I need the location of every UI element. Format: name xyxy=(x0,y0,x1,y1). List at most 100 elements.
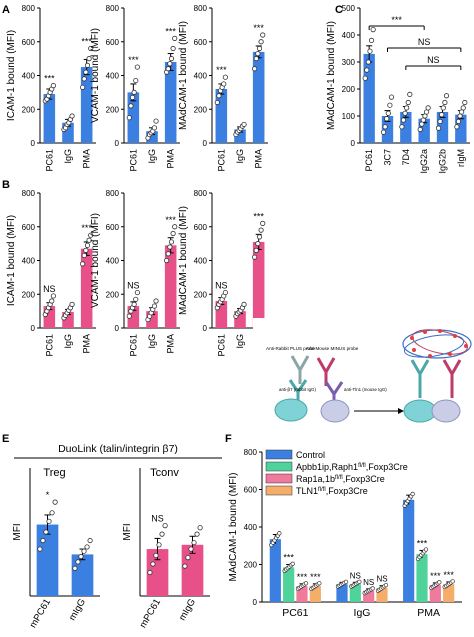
x-tick-label: PC61 xyxy=(128,334,138,357)
x-tick-label: IgG xyxy=(147,334,157,349)
x-tick-label: PMA xyxy=(254,149,264,169)
data-point xyxy=(385,110,391,116)
data-point xyxy=(83,247,89,253)
legend-entry: Rap1a,1bfl/fl,Foxp3Cre xyxy=(296,474,385,484)
data-point xyxy=(185,554,191,561)
y-axis-label: ICAM-1 bound (MFI) xyxy=(6,30,17,121)
bar xyxy=(400,111,412,143)
bracket-label: *** xyxy=(391,15,402,25)
data-point xyxy=(156,542,162,548)
panel-letter-b: B xyxy=(2,179,10,191)
y-tick-label: 400 xyxy=(22,72,36,81)
y-tick-label: 300 xyxy=(342,58,356,67)
data-point xyxy=(454,124,460,130)
y-axis-label: ICAM-1 bound (MFI) xyxy=(6,215,17,306)
data-point xyxy=(439,112,445,118)
data-point xyxy=(84,544,90,550)
data-point xyxy=(194,531,200,537)
data-point xyxy=(423,547,429,552)
data-point xyxy=(222,289,228,296)
data-point xyxy=(75,559,81,565)
data-point xyxy=(151,303,158,309)
bar xyxy=(455,114,467,143)
data-point xyxy=(162,522,168,529)
data-point xyxy=(69,301,75,307)
y-tick-label: 0 xyxy=(31,324,36,333)
bar xyxy=(309,586,321,602)
bar xyxy=(336,584,348,602)
significance-label: NS xyxy=(215,281,228,291)
data-point xyxy=(43,529,49,535)
y-tick-label: 400 xyxy=(342,31,356,40)
y-tick-label: 400 xyxy=(106,257,120,266)
panel-letter-c: C xyxy=(335,4,343,16)
data-point xyxy=(69,113,75,119)
bar xyxy=(296,586,308,602)
data-point xyxy=(256,45,263,52)
data-point xyxy=(435,125,442,131)
data-point xyxy=(172,224,178,230)
significance-label: NS xyxy=(363,578,374,587)
data-point xyxy=(455,118,462,125)
bar xyxy=(127,92,140,143)
y-tick-label: 200 xyxy=(22,105,36,114)
bar xyxy=(62,122,74,143)
data-point xyxy=(214,99,220,106)
y-tick-label: 0 xyxy=(253,598,258,607)
chart-title: Tconv xyxy=(150,467,179,479)
x-tick-label: mPC61 xyxy=(28,597,53,630)
x-tick-label: PC61 xyxy=(216,149,226,172)
data-point xyxy=(425,105,431,111)
y-tick-label: 200 xyxy=(22,290,36,299)
data-point xyxy=(131,89,137,95)
antibody-tln-label: anti-Tln1 (mouse IgG) xyxy=(344,387,387,392)
data-point xyxy=(164,257,170,264)
legend-swatch xyxy=(265,473,293,484)
x-tick-label: mPC61 xyxy=(138,597,163,630)
significance-label: *** xyxy=(81,223,92,233)
data-point xyxy=(317,581,322,586)
rca-product-coil xyxy=(402,329,472,359)
significance-label: NS xyxy=(127,281,140,291)
talin1-protein-bound xyxy=(431,399,461,423)
bar xyxy=(436,111,449,143)
y-tick-label: 400 xyxy=(194,72,208,81)
data-point xyxy=(216,93,222,99)
data-point xyxy=(133,296,139,302)
data-point xyxy=(402,110,408,116)
data-point xyxy=(133,77,139,84)
y-tick-label: 0 xyxy=(115,139,120,148)
talin1-protein xyxy=(320,399,350,423)
y-tick-label: 0 xyxy=(31,139,36,148)
data-point xyxy=(258,39,264,45)
bar xyxy=(429,585,441,602)
data-point xyxy=(437,580,442,585)
chart-a-vcam: 0 200 400 600 800 VCAM-1 bound (MFI) *** PC61 Ig… xyxy=(90,4,180,172)
y-tick-label: 400 xyxy=(22,257,36,266)
bar xyxy=(43,306,56,328)
significance-label: *** xyxy=(165,26,176,36)
data-point xyxy=(221,81,227,87)
data-point xyxy=(50,83,56,89)
x-tick-label: IgG2a xyxy=(419,149,429,174)
data-point xyxy=(167,244,173,250)
x-tick-label: rIgM xyxy=(456,149,466,167)
panel-letter-a: A xyxy=(2,4,10,16)
bar xyxy=(283,567,295,602)
data-point xyxy=(84,62,91,68)
data-point xyxy=(460,105,466,111)
data-point xyxy=(255,241,261,247)
y-axis-label: MAdCAM-1 bound (MFI) xyxy=(326,21,337,130)
bar xyxy=(376,587,388,602)
bar xyxy=(252,51,265,143)
data-point xyxy=(126,115,132,121)
data-point xyxy=(172,35,178,41)
y-tick-label: 0 xyxy=(115,324,120,333)
x-tick-label: PC61 xyxy=(216,334,226,357)
data-point xyxy=(131,301,137,307)
x-tick-label: 7D4 xyxy=(401,149,411,166)
x-tick-label: IgG xyxy=(63,334,73,349)
data-point xyxy=(134,289,140,296)
y-tick-label: 800 xyxy=(244,448,258,457)
data-point xyxy=(37,546,43,552)
